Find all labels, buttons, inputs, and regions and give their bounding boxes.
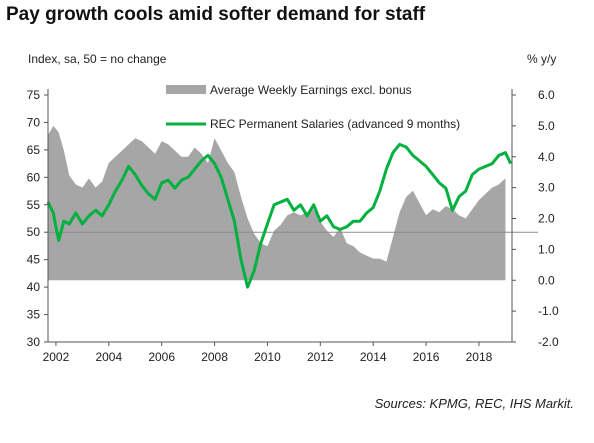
left-axis-label: Index, sa, 50 = no change (28, 52, 167, 66)
earnings-area (48, 125, 506, 281)
y-left-tick-label: 65 (27, 143, 41, 157)
y-left-tick-label: 55 (27, 198, 41, 212)
legend-label-earnings: Average Weekly Earnings excl. bonus (210, 83, 412, 97)
y-right-tick-label: 2.0 (538, 212, 555, 226)
y-right-tick-label: 0.0 (538, 273, 555, 287)
x-tick-label: 2018 (466, 350, 493, 364)
y-right-tick-label: 3.0 (538, 181, 555, 195)
x-tick-label: 2008 (201, 350, 228, 364)
x-tick-label: 2002 (43, 350, 70, 364)
x-tick-label: 2010 (254, 350, 281, 364)
salaries-line (46, 142, 513, 289)
x-tick-label: 2004 (95, 350, 122, 364)
y-left-tick-label: 30 (27, 335, 41, 349)
y-left-tick-label: 45 (27, 253, 41, 267)
x-tick-label: 2016 (413, 350, 440, 364)
legend-swatch-earnings (166, 85, 206, 94)
x-tick-label: 2014 (360, 350, 387, 364)
y-right-tick-label: -1.0 (538, 304, 559, 318)
y-left-tick-label: 50 (27, 225, 41, 239)
y-left-tick-label: 35 (27, 308, 41, 322)
y-right-tick-label: 5.0 (538, 119, 555, 133)
y-left-tick-label: 60 (27, 170, 41, 184)
y-right-tick-label: 1.0 (538, 242, 555, 256)
salaries-line-layer (46, 142, 513, 289)
source-note: Sources: KPMG, REC, IHS Markit. (374, 396, 574, 411)
x-tick-label: 2006 (148, 350, 175, 364)
axes-layer: 30 35 40 45 50 55 60 65 70 75 -2.0 -1.0 0.0 1.0 2.0 3.0… (27, 88, 559, 364)
x-tick-label: 2012 (307, 350, 334, 364)
y-right-tick-label: 4.0 (538, 150, 555, 164)
y-left-tick-label: 75 (27, 88, 41, 102)
earnings-area-layer (48, 125, 506, 281)
y-right-tick-label: -2.0 (538, 335, 559, 349)
right-axis-label: % y/y (527, 52, 557, 66)
legend: Average Weekly Earnings excl. bonus REC P… (166, 83, 460, 131)
chart-title: Pay growth cools amid softer demand for … (6, 4, 426, 25)
legend-label-salaries: REC Permanent Salaries (advanced 9 month… (210, 117, 460, 131)
y-left-tick-label: 40 (27, 280, 41, 294)
y-right-tick-label: 6.0 (538, 88, 555, 102)
y-left-tick-label: 70 (27, 115, 41, 129)
